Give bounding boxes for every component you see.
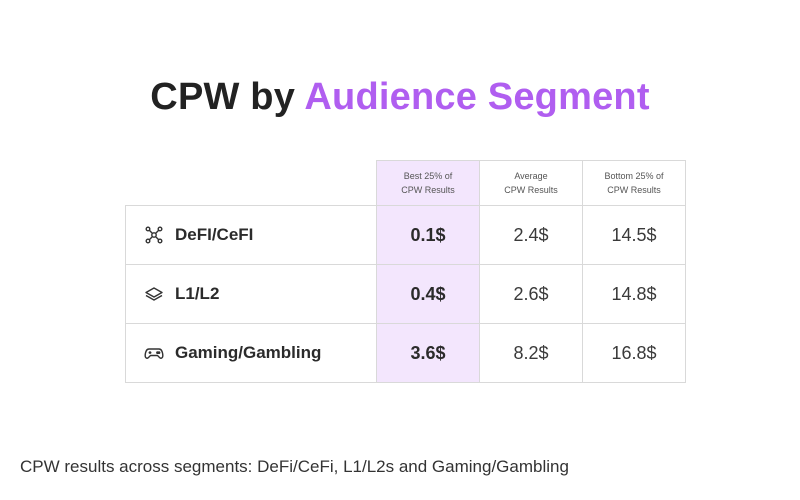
column-header-average: Average CPW Results (479, 160, 583, 206)
column-header-line2: CPW Results (504, 185, 558, 195)
gamepad-icon (144, 343, 164, 363)
column-header-line1: Best 25% of (403, 171, 453, 181)
title-highlight: Audience Segment (304, 76, 650, 118)
layers-icon (144, 284, 164, 304)
bottom-value-cell: 14.5$ (582, 205, 686, 265)
column-header-best: Best 25% of CPW Results (376, 160, 480, 206)
bottom-value-cell: 14.8$ (582, 264, 686, 324)
bottom-value-cell: 16.8$ (582, 323, 686, 383)
segment-label: DeFI/CeFI (175, 225, 254, 244)
column-header-line2: CPW Results (607, 185, 661, 195)
best-value-cell: 0.1$ (376, 205, 480, 265)
cpw-table: Best 25% of CPW Results Average CPW Resu… (125, 160, 686, 383)
segment-label: L1/L2 (175, 284, 220, 303)
table-header-row: Best 25% of CPW Results Average CPW Resu… (126, 160, 686, 206)
best-value-cell: 0.4$ (376, 264, 480, 324)
segment-cell: L1/L2 (125, 264, 377, 324)
table-row: Gaming/Gambling 3.6$ 8.2$ 16.8$ (125, 323, 686, 383)
table-row: DeFI/CeFI 0.1$ 2.4$ 14.5$ (125, 205, 686, 265)
table-row: L1/L2 0.4$ 2.6$ 14.8$ (125, 264, 686, 324)
column-header-bottom: Bottom 25% of CPW Results (582, 160, 686, 206)
column-header-line2: CPW Results (401, 185, 455, 195)
average-value-cell: 8.2$ (479, 323, 583, 383)
segment-cell: Gaming/Gambling (125, 323, 377, 383)
page-title: CPW by Audience Segment (0, 76, 800, 119)
average-value-cell: 2.6$ (479, 264, 583, 324)
table-corner (126, 161, 377, 206)
column-header-line1: Average (514, 171, 548, 181)
segment-cell: DeFI/CeFI (125, 205, 377, 265)
average-value-cell: 2.4$ (479, 205, 583, 265)
network-nodes-icon (144, 225, 164, 245)
best-value-cell: 3.6$ (376, 323, 480, 383)
column-header-line1: Bottom 25% of (604, 171, 664, 181)
caption: CPW results across segments: DeFi/CeFi, … (20, 457, 569, 476)
title-prefix: CPW by (150, 76, 305, 118)
segment-label: Gaming/Gambling (175, 343, 322, 362)
